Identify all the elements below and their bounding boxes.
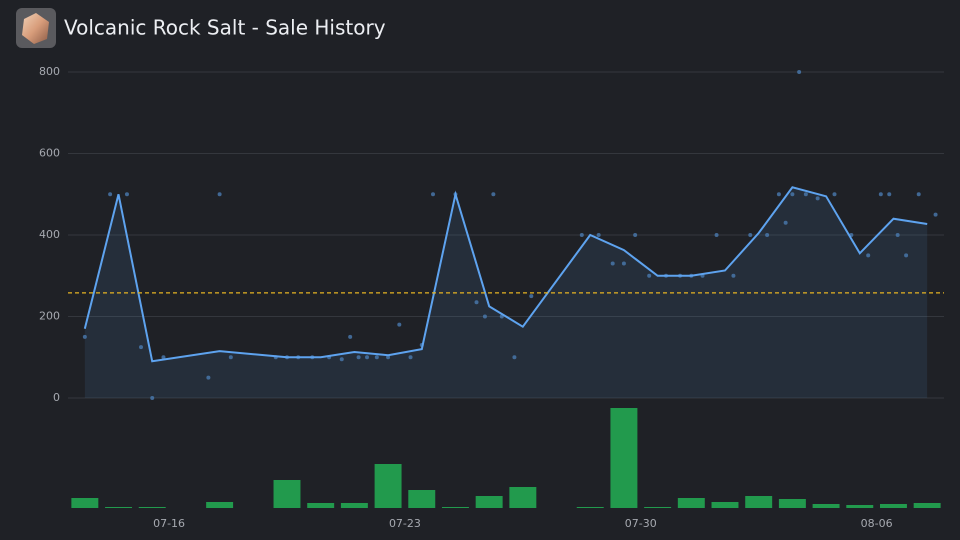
x-tick-label: 07-30: [625, 517, 657, 530]
sale-point: [108, 192, 113, 197]
sale-point: [161, 355, 166, 360]
sale-point: [339, 357, 344, 362]
sale-point: [803, 192, 808, 197]
sale-point: [895, 233, 900, 237]
volume-bar: [812, 504, 840, 508]
volume-bar: [408, 490, 436, 508]
sale-point: [124, 192, 129, 197]
sale-point: [365, 355, 370, 360]
sale-point: [408, 355, 413, 360]
sale-point: [933, 212, 938, 217]
item-icon: [22, 13, 49, 44]
y-tick-label: 0: [53, 391, 60, 404]
volume-bar: [677, 498, 705, 508]
sale-point: [916, 192, 921, 197]
y-tick-label: 600: [39, 147, 60, 160]
sale-point: [647, 273, 652, 278]
sale-point: [904, 253, 909, 258]
sale-point: [797, 70, 802, 74]
sale-point: [431, 192, 435, 197]
price-area: [84, 187, 928, 398]
sale-point: [776, 192, 781, 197]
sale-point: [386, 355, 391, 360]
volume-bar: [745, 496, 773, 508]
x-tick-label: 07-23: [389, 517, 421, 530]
sale-point: [621, 261, 626, 266]
sale-point: [731, 273, 736, 278]
sale-point: [217, 192, 222, 197]
sale-point: [150, 396, 155, 400]
sale-point: [610, 261, 615, 266]
volume-bar: [138, 507, 166, 508]
volume-bar: [441, 507, 469, 508]
volume-bar: [846, 505, 874, 508]
volume-bar: [509, 487, 537, 508]
sale-point: [139, 345, 143, 350]
sale-point: [356, 355, 361, 360]
volume-bar: [644, 507, 672, 508]
price-line: [83, 186, 928, 363]
volume-bar: [307, 503, 335, 508]
volume-bar: [71, 498, 99, 508]
sale-point: [397, 322, 402, 327]
sale-point: [228, 355, 233, 360]
x-tick-label: 07-16: [153, 517, 185, 530]
sale-point: [596, 233, 601, 237]
sale-point: [374, 355, 379, 360]
sale-point: [491, 192, 496, 197]
sale-point: [348, 334, 353, 339]
sale-point: [832, 192, 837, 197]
sale-point: [866, 253, 871, 258]
chart-title: Volcanic Rock Salt - Sale History: [64, 16, 386, 40]
sale-point: [82, 334, 87, 339]
y-tick-label: 800: [39, 65, 60, 78]
volume-bar: [610, 408, 638, 508]
sale-point: [579, 233, 584, 237]
volume-bar: [576, 507, 604, 508]
volume-bar: [374, 464, 402, 508]
volume-bar: [340, 503, 368, 508]
volume-bar: [105, 507, 133, 508]
sale-point: [790, 192, 795, 197]
volume-bar: [711, 502, 739, 508]
sale-point: [783, 220, 788, 225]
sale-point: [482, 314, 487, 319]
volume-bar: [913, 503, 941, 508]
volume-bar: [879, 504, 907, 508]
sale-point: [206, 375, 211, 380]
y-tick-label: 400: [39, 228, 60, 241]
volume-bar: [778, 499, 806, 508]
volume-bar: [475, 496, 503, 508]
sale-point: [714, 233, 719, 237]
volume-bar: [206, 502, 234, 508]
sale-point: [887, 192, 892, 197]
x-tick-label: 08-06: [861, 517, 893, 530]
volume-bar: [273, 480, 301, 508]
sale-point: [878, 192, 883, 197]
sale-point: [748, 233, 753, 237]
sale-point: [512, 355, 517, 360]
sale-point: [765, 233, 770, 237]
sale-point: [633, 233, 638, 237]
sale-point: [474, 300, 479, 305]
sale-point: [815, 196, 820, 201]
sale-point: [529, 294, 534, 299]
y-tick-label: 200: [39, 310, 60, 323]
